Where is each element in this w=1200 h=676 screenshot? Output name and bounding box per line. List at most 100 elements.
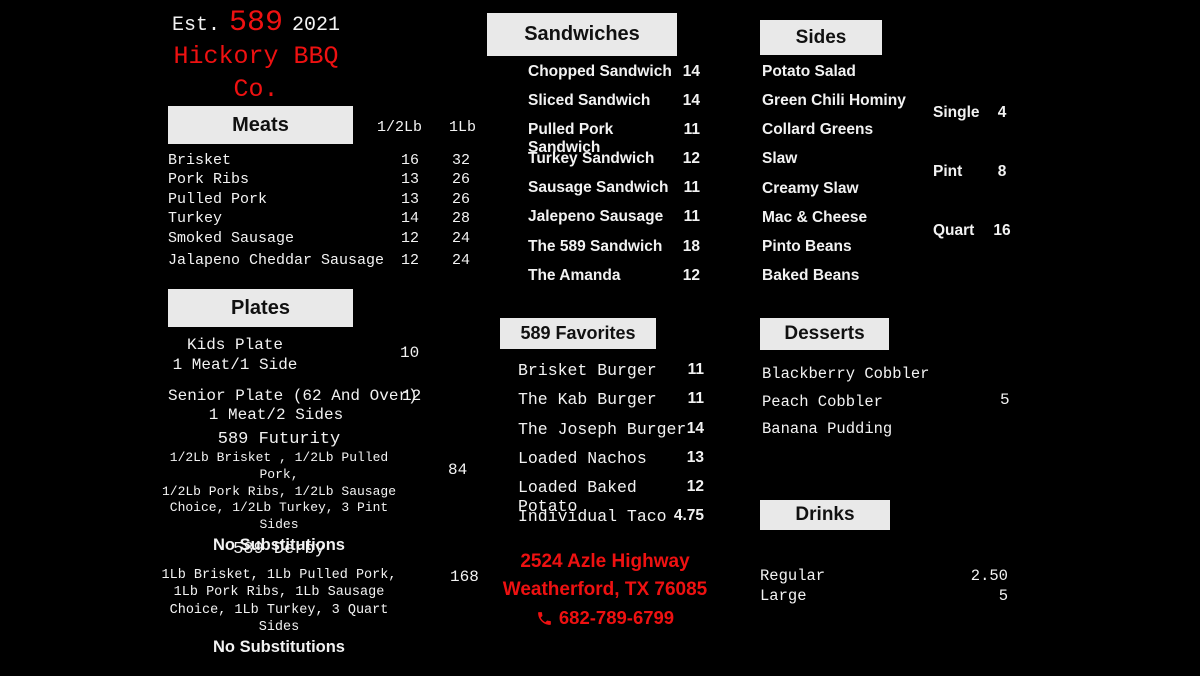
- favorites-header-label: 589 Favorites: [520, 323, 636, 343]
- favorite-name: The Kab Burger: [518, 390, 657, 410]
- sides-header-label: Sides: [795, 26, 847, 48]
- meat-half-price: 16: [400, 152, 419, 169]
- restaurant-title: Est. 589 2021 Hickory BBQ Co.: [150, 6, 362, 106]
- favorite-name: Loaded Baked Potato: [518, 478, 637, 517]
- established-line: Est. 589 2021: [150, 6, 362, 40]
- favorite-row: Loaded Nachos 13: [518, 449, 704, 478]
- dessert-item: Blackberry Cobbler: [762, 365, 930, 383]
- meat-row: Turkey 14 28: [168, 209, 490, 228]
- futurity-item: 589 Futurity 1/2Lb Brisket , 1/2Lb Pulle…: [157, 429, 401, 557]
- favorite-price: 4.75: [673, 507, 704, 525]
- brand-name-line1: Hickory BBQ: [173, 42, 339, 71]
- derby-name: 589 Derby: [233, 540, 325, 559]
- side-item: Baked Beans: [762, 266, 860, 284]
- senior-plate-name: Senior Plate (62 And Over): [168, 387, 418, 405]
- futurity-desc-line: 1/2Lb Brisket , 1/2Lb Pulled Pork,: [169, 450, 389, 482]
- senior-plate-sub: 1 Meat/2 Sides: [208, 406, 344, 424]
- meats-header-label: Meats: [232, 113, 289, 136]
- meat-name: Brisket: [168, 152, 232, 169]
- meat-full-price: 28: [451, 210, 470, 228]
- desserts-section-header: Desserts: [760, 318, 889, 350]
- desserts-list: Blackberry Cobbler Peach Cobbler Banana …: [762, 364, 929, 447]
- sandwich-row: Chopped Sandwich 14: [528, 63, 700, 92]
- meat-row: Brisket 16 32: [168, 151, 490, 170]
- meat-half-price: 13: [400, 171, 419, 189]
- favorite-price: 11: [687, 390, 704, 408]
- meat-half-price: 12: [400, 251, 419, 269]
- sandwich-name: Sliced Sandwich: [528, 92, 651, 110]
- side-item: Pinto Beans: [762, 237, 852, 255]
- derby-desc-line: 1Lb Brisket, 1Lb Pulled Pork,: [161, 568, 397, 583]
- side-item: Collard Greens: [762, 121, 874, 139]
- favorites-section-header: 589 Favorites: [500, 318, 656, 349]
- derby-note: No Substitutions: [213, 638, 345, 657]
- meat-full-price: 32: [451, 152, 470, 169]
- meat-row: Pulled Pork 13 26: [168, 190, 490, 209]
- side-item: Green Chili Hominy: [762, 92, 906, 110]
- side-size-pint: Pint 8: [933, 163, 1013, 181]
- meats-section-header: Meats: [168, 106, 353, 144]
- sandwich-name: Jalepeno Sausage: [528, 208, 664, 226]
- derby-description: 1Lb Brisket, 1Lb Pulled Pork, 1Lb Pork R…: [157, 567, 401, 636]
- meat-half-price: 14: [400, 210, 419, 228]
- side-item: Mac & Cheese: [762, 208, 868, 226]
- sandwiches-header-label: Sandwiches: [524, 23, 640, 45]
- plates-section-header: Plates: [168, 289, 353, 327]
- meat-name: Pork Ribs: [168, 171, 250, 189]
- side-item: Slaw: [762, 150, 798, 168]
- favorite-price: 14: [686, 419, 704, 437]
- derby-price: 168: [450, 568, 479, 586]
- sides-list: Potato Salad Green Chili Hominy Collard …: [762, 62, 906, 295]
- derby-desc-line: Choice, 1Lb Turkey, 3 Quart Sides: [169, 602, 389, 635]
- futurity-desc-line: Choice, 1/2Lb Turkey, 3 Pint Sides: [169, 500, 389, 533]
- size-price: 8: [997, 163, 1007, 180]
- favorite-row: The Joseph Burger 14: [518, 420, 704, 449]
- sandwich-name: Sausage Sandwich: [528, 179, 669, 197]
- address-line1: 2524 Azle Highway: [520, 551, 690, 572]
- drinks-section-header: Drinks: [760, 500, 890, 530]
- sandwich-name: Pulled Pork Sandwich: [528, 121, 614, 157]
- meat-full-price: 26: [451, 190, 470, 208]
- sandwich-row: The 589 Sandwich 18: [528, 238, 700, 267]
- phone-number: 682-789-6799: [558, 607, 675, 628]
- desserts-header-label: Desserts: [784, 323, 865, 344]
- drink-price: 2.50: [970, 567, 1008, 585]
- meat-full-price: 24: [451, 229, 470, 247]
- meat-name: Pulled Pork: [168, 190, 268, 208]
- drinks-header-label: Drinks: [795, 504, 855, 525]
- favorite-row: Brisket Burger 11: [518, 361, 704, 390]
- futurity-price: 84: [448, 461, 468, 479]
- derby-item: 589 Derby 1Lb Brisket, 1Lb Pulled Pork, …: [157, 539, 401, 659]
- est-label: Est.: [171, 14, 220, 37]
- brand-name-line2: Co.: [233, 75, 279, 104]
- size-label: Single: [933, 104, 980, 121]
- sandwich-price: 11: [683, 121, 700, 139]
- meat-name: Turkey: [168, 210, 223, 228]
- meat-row: Jalapeno Cheddar Sausage 12 24: [168, 251, 490, 270]
- favorite-row: Loaded Baked Potato 12: [518, 478, 704, 516]
- meat-name: Jalapeno Cheddar Sausage: [168, 251, 385, 269]
- sandwich-row: The Amanda 12: [528, 267, 700, 296]
- favorite-name: Brisket Burger: [518, 361, 657, 380]
- sandwich-name: Turkey Sandwich: [528, 150, 655, 168]
- favorite-price: 12: [686, 478, 704, 496]
- sandwich-row: Pulled Pork Sandwich 11: [528, 121, 700, 156]
- sandwich-price: 12: [682, 266, 700, 284]
- sandwich-price: 14: [682, 63, 700, 80]
- meat-half-price: 13: [400, 190, 419, 208]
- drink-name: Regular: [760, 567, 826, 585]
- futurity-description: 1/2Lb Brisket , 1/2Lb Pulled Pork, 1/2Lb…: [157, 450, 401, 534]
- favorite-name: The Joseph Burger: [518, 419, 687, 439]
- size-label: Quart: [933, 222, 975, 239]
- dessert-item: Peach Cobbler: [762, 392, 883, 411]
- kids-plate-sub: 1 Meat/1 Side: [172, 355, 298, 374]
- drink-price: 5: [998, 587, 1008, 605]
- phone-line: 682-789-6799: [492, 607, 718, 629]
- est-year: 2021: [292, 14, 341, 37]
- favorite-name: Loaded Nachos: [518, 448, 647, 468]
- meats-col-half-label: 1/2Lb: [377, 119, 423, 136]
- meat-half-price: 12: [400, 229, 419, 247]
- dessert-item: Banana Pudding: [762, 420, 893, 438]
- sandwich-name: The Amanda: [528, 266, 621, 284]
